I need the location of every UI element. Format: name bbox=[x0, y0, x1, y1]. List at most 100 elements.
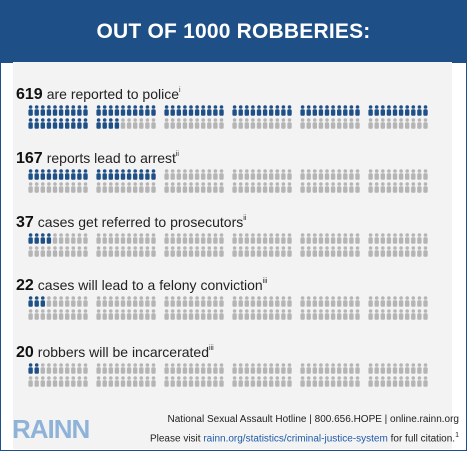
person-icon bbox=[145, 246, 150, 257]
person-icon bbox=[318, 182, 324, 193]
person-icon bbox=[151, 309, 156, 320]
person-icon bbox=[120, 246, 126, 257]
person-icon bbox=[139, 309, 144, 320]
person-grid-conviction bbox=[28, 296, 428, 320]
person-icon bbox=[139, 169, 144, 180]
person-icon bbox=[380, 233, 385, 244]
person-icon bbox=[411, 105, 416, 116]
person-icon bbox=[386, 363, 392, 374]
person-icon bbox=[201, 118, 206, 129]
person-icon bbox=[170, 376, 175, 387]
person-icon bbox=[386, 182, 392, 193]
person-icon bbox=[133, 118, 138, 129]
person-icon bbox=[182, 182, 188, 193]
person-icon bbox=[46, 105, 52, 116]
person-icon bbox=[145, 233, 150, 244]
person-icon bbox=[306, 105, 311, 116]
person-icon bbox=[275, 169, 280, 180]
person-icon bbox=[52, 118, 58, 129]
person-icon bbox=[262, 233, 268, 244]
person-icon bbox=[287, 376, 292, 387]
person-icon bbox=[182, 309, 188, 320]
person-icon bbox=[374, 309, 379, 320]
person-icon bbox=[40, 309, 45, 320]
person-icon bbox=[46, 169, 52, 180]
person-icon bbox=[164, 105, 169, 116]
person-icon bbox=[232, 182, 237, 193]
person-icon bbox=[287, 233, 292, 244]
person-icon bbox=[207, 233, 212, 244]
person-icon bbox=[343, 182, 348, 193]
person-icon bbox=[83, 182, 88, 193]
person-icon bbox=[151, 376, 156, 387]
person-icon bbox=[96, 296, 101, 307]
person-icon bbox=[287, 118, 292, 129]
person-icon bbox=[324, 246, 330, 257]
person-icon bbox=[77, 105, 82, 116]
person-icon bbox=[417, 233, 422, 244]
person-icon bbox=[355, 376, 360, 387]
person-icon bbox=[219, 246, 224, 257]
person-icon bbox=[386, 246, 392, 257]
person-icon bbox=[58, 182, 64, 193]
person-icon bbox=[262, 182, 268, 193]
person-icon bbox=[201, 233, 206, 244]
person-icon bbox=[417, 309, 422, 320]
person-icon bbox=[108, 296, 113, 307]
person-icon bbox=[207, 105, 212, 116]
person-icon bbox=[423, 296, 428, 307]
person-icon bbox=[102, 118, 107, 129]
person-icon bbox=[392, 363, 398, 374]
person-grid-incarcerated bbox=[28, 363, 428, 387]
person-icon bbox=[244, 309, 249, 320]
person-icon bbox=[58, 233, 64, 244]
person-icon bbox=[405, 118, 410, 129]
person-icon bbox=[256, 376, 262, 387]
person-icon bbox=[281, 233, 286, 244]
stat-number: 22 bbox=[16, 277, 34, 294]
person-icon bbox=[374, 296, 379, 307]
person-icon bbox=[170, 363, 175, 374]
person-icon bbox=[145, 309, 150, 320]
person-icon bbox=[114, 182, 120, 193]
person-icon bbox=[330, 363, 336, 374]
person-icon bbox=[108, 309, 113, 320]
person-icon bbox=[244, 182, 249, 193]
person-icon bbox=[52, 233, 58, 244]
person-icon bbox=[71, 105, 76, 116]
stat-arrest: 167 reports lead to arrestii bbox=[16, 150, 179, 168]
person-icon bbox=[300, 105, 305, 116]
person-icon bbox=[139, 376, 144, 387]
citation-link[interactable]: rainn.org/statistics/criminal-justice-sy… bbox=[203, 433, 388, 445]
stat-text: robbers will be incarcerated bbox=[37, 344, 209, 360]
person-icon bbox=[170, 169, 175, 180]
person-icon bbox=[40, 246, 45, 257]
person-icon bbox=[281, 246, 286, 257]
person-icon bbox=[52, 105, 58, 116]
person-icon bbox=[139, 246, 144, 257]
person-icon bbox=[194, 376, 200, 387]
person-icon bbox=[398, 363, 404, 374]
person-icon bbox=[281, 118, 286, 129]
person-icon bbox=[170, 105, 175, 116]
person-icon bbox=[275, 246, 280, 257]
person-icon bbox=[330, 169, 336, 180]
person-icon bbox=[139, 363, 144, 374]
citation-marker: 1 bbox=[455, 432, 459, 439]
person-icon bbox=[330, 309, 336, 320]
person-icon bbox=[411, 296, 416, 307]
person-icon bbox=[343, 296, 348, 307]
citation-marker: ii bbox=[175, 151, 179, 158]
person-icon bbox=[164, 233, 169, 244]
person-icon bbox=[380, 296, 385, 307]
person-icon bbox=[114, 296, 120, 307]
person-icon bbox=[151, 169, 156, 180]
person-icon bbox=[380, 363, 385, 374]
person-icon bbox=[145, 105, 150, 116]
person-icon bbox=[194, 169, 200, 180]
person-icon bbox=[232, 169, 237, 180]
person-icon bbox=[71, 363, 76, 374]
person-icon bbox=[170, 309, 175, 320]
person-icon bbox=[232, 309, 237, 320]
person-icon bbox=[182, 246, 188, 257]
